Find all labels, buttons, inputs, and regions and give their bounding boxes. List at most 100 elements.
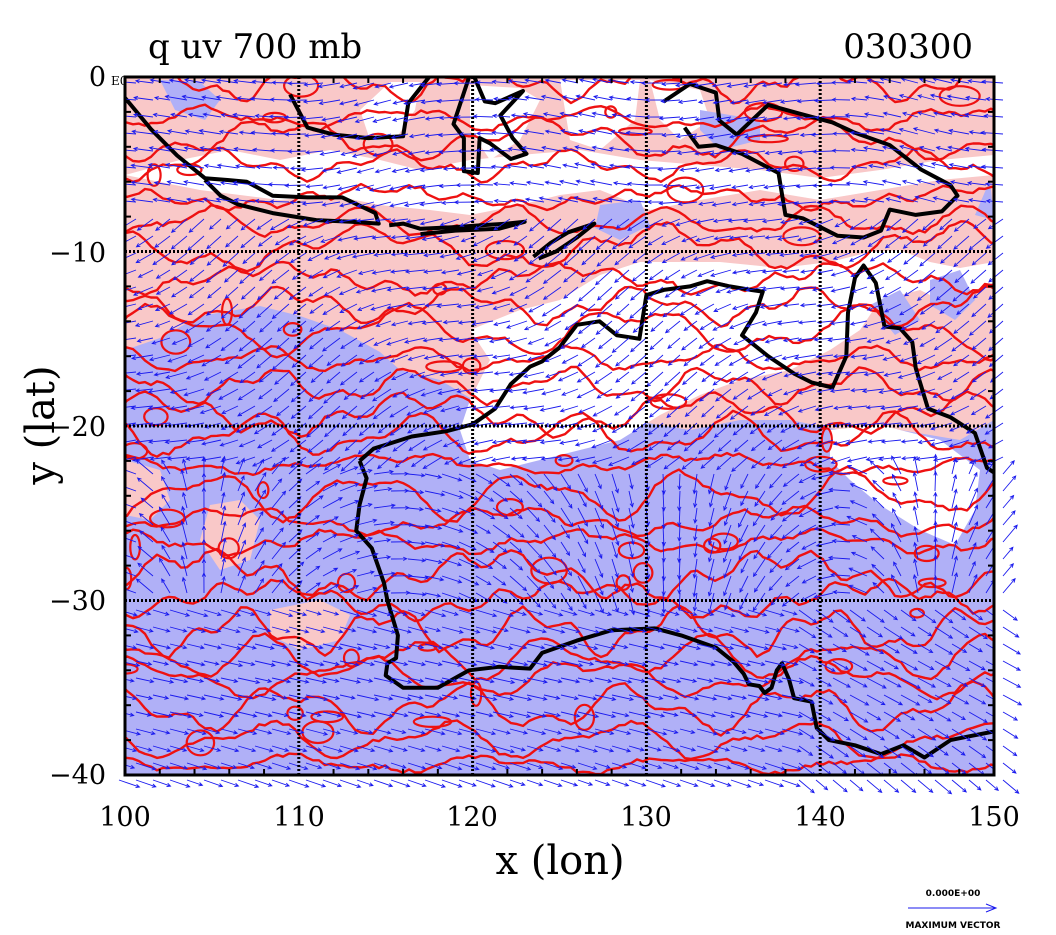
wind-vector: [578, 129, 596, 135]
wind-vector: [371, 269, 392, 275]
wind-vector: [305, 547, 323, 560]
wind-vector: [325, 320, 341, 332]
wind-vector: [220, 779, 240, 787]
wind-vector: [882, 286, 902, 298]
wind-vector: [933, 470, 938, 492]
wind-vector: [137, 562, 154, 577]
wind-vector: [271, 728, 292, 736]
wind-vector: [372, 116, 392, 123]
wind-vector: [339, 660, 360, 667]
q-contour: [125, 260, 994, 297]
wind-vector: [288, 677, 310, 684]
wind-vector: [932, 196, 953, 203]
wind-vector: [152, 779, 172, 787]
wind-vector: [356, 484, 379, 492]
wind-vector: [645, 660, 669, 668]
wind-vector: [375, 439, 392, 453]
wind-vector: [321, 167, 341, 173]
wind-vector: [745, 269, 766, 275]
wind-vector: [105, 236, 119, 242]
wind-vector: [831, 97, 851, 102]
wind-vector: [254, 471, 267, 492]
wind-vector: [830, 286, 851, 293]
wind-vector: [289, 166, 307, 171]
wind-vector: [273, 388, 290, 403]
wind-vector: [293, 337, 307, 350]
wind-vector: [631, 456, 647, 465]
wind-vector: [215, 95, 239, 101]
wind-vector: [713, 762, 732, 770]
wind-vector: [322, 303, 341, 315]
wind-vector: [800, 269, 817, 274]
wind-vector: [220, 626, 241, 634]
wind-vector: [526, 490, 543, 508]
wind-vector: [934, 728, 950, 739]
wind-vector: [560, 745, 581, 753]
wind-vector: [880, 320, 902, 330]
wind-vector: [781, 354, 800, 361]
wind-vector: [166, 197, 188, 203]
wind-vector: [748, 337, 766, 345]
wind-vector: [235, 422, 256, 433]
wind-vector: [419, 167, 443, 173]
wind-vector: [562, 146, 579, 152]
wind-vector: [160, 526, 171, 543]
wind-vector: [810, 473, 834, 481]
q-contour-blob: [217, 537, 240, 560]
wind-vector: [459, 218, 477, 227]
wind-vector: [205, 320, 222, 332]
wind-vector: [728, 354, 749, 366]
wind-vector: [851, 535, 868, 543]
wind-vector: [441, 524, 464, 533]
wind-vector: [847, 405, 868, 410]
wind-vector: [607, 197, 630, 203]
wind-vector: [886, 218, 902, 232]
wind-vector: [100, 557, 119, 561]
wind-vector: [611, 745, 632, 753]
wind-vector: [645, 779, 666, 788]
wind-vector: [187, 354, 205, 363]
wind-vector: [707, 473, 715, 495]
wind-vector: [866, 660, 886, 671]
wind-vector: [577, 473, 588, 493]
wind-vector: [848, 303, 868, 310]
wind-vector: [473, 337, 494, 343]
wind-vector: [594, 677, 613, 683]
wind-vector: [135, 578, 154, 594]
wind-vector: [305, 728, 329, 736]
wind-vector: [660, 99, 681, 104]
wind-vector: [694, 150, 715, 156]
wind-vector: [750, 456, 766, 469]
wind-vector: [917, 728, 937, 741]
wind-vector: [682, 371, 698, 386]
wind-vector: [679, 779, 699, 788]
wind-vector: [777, 235, 800, 241]
wind-vector: [186, 626, 206, 634]
wind-vector: [390, 728, 407, 735]
wind-vector: [644, 97, 664, 103]
wind-vector: [866, 694, 886, 706]
wind-vector: [731, 184, 749, 190]
wind-vector: [389, 405, 409, 418]
wind-vector: [883, 711, 902, 722]
wind-vector: [544, 235, 562, 251]
wind-vector: [661, 132, 681, 138]
wind-vector: [305, 565, 321, 577]
wind-vector: [953, 218, 970, 232]
wind-vector: [254, 577, 264, 594]
wind-vector: [594, 269, 613, 286]
wind-vector: [726, 82, 749, 89]
wind-vector: [392, 439, 409, 452]
wind-vector: [220, 677, 239, 683]
wind-vector: [666, 439, 681, 451]
wind-vector: [135, 779, 157, 788]
wind-vector: [233, 146, 256, 152]
wind-vector: [883, 660, 900, 670]
wind-vector: [988, 337, 1004, 352]
wind-vector: [798, 473, 817, 483]
wind-vector: [933, 536, 938, 560]
wind-vector: [505, 320, 528, 329]
wind-vector: [407, 541, 426, 546]
wind-vector: [950, 388, 970, 400]
wind-vector: [457, 286, 477, 292]
